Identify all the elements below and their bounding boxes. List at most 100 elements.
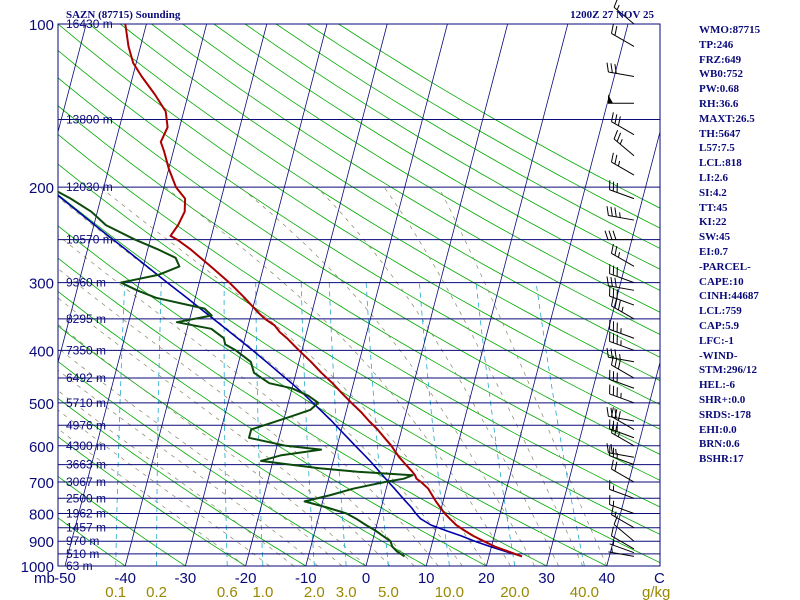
wind-barb bbox=[609, 319, 635, 339]
index-item: CAPE:10 bbox=[699, 275, 744, 288]
wind-barb-flag bbox=[610, 355, 614, 366]
wind-barb-flag bbox=[614, 245, 618, 256]
index-item: PW:0.68 bbox=[699, 83, 740, 96]
wind-barb-flag bbox=[606, 347, 609, 358]
dry-adiabat bbox=[58, 105, 660, 481]
wind-barb bbox=[613, 515, 635, 542]
wind-barb-staff bbox=[609, 428, 635, 439]
wind-barb-flag bbox=[610, 407, 613, 418]
wind-barb-half-flag bbox=[617, 252, 621, 258]
temperature-tick-label: -20 bbox=[235, 570, 257, 587]
moist-adiabat bbox=[438, 187, 608, 566]
wind-barb bbox=[610, 296, 635, 320]
wind-barbs bbox=[604, 0, 635, 557]
temperature-tick-label: 30 bbox=[538, 570, 555, 587]
wind-barb-staff bbox=[608, 71, 635, 78]
wind-barb-flag bbox=[614, 154, 618, 165]
valid-time: 1200Z 27 NOV 25 bbox=[570, 9, 654, 21]
wind-barb bbox=[613, 0, 635, 25]
pressure-label: 100 bbox=[29, 17, 54, 34]
wind-barb-flag bbox=[610, 443, 613, 454]
wind-barb-flag bbox=[610, 277, 613, 287]
pressure-label: 300 bbox=[29, 276, 54, 293]
wind-barb bbox=[609, 331, 635, 351]
wind-barb bbox=[606, 276, 635, 291]
wind-barb bbox=[610, 459, 635, 483]
moist-adiabat bbox=[58, 428, 246, 566]
wind-barb-flag bbox=[606, 406, 609, 417]
isotherm bbox=[365, 24, 508, 566]
moist-adiabat bbox=[58, 409, 270, 566]
wind-barb-flag bbox=[614, 461, 618, 472]
isotherm bbox=[606, 360, 660, 566]
wind-barb-staff bbox=[608, 415, 635, 422]
temperature-tick-label: 20 bbox=[478, 570, 495, 587]
mixing-ratio-tick-label: 2.0 bbox=[304, 584, 325, 600]
wind-barb-half-flag bbox=[615, 448, 617, 455]
height-label: 7350 m bbox=[66, 343, 106, 357]
isotherm bbox=[245, 24, 388, 566]
temperature-tick-label: 40 bbox=[598, 570, 615, 587]
wind-barb bbox=[609, 180, 635, 200]
index-item: CINH:44687 bbox=[699, 290, 759, 303]
wind-barb-flag bbox=[614, 298, 618, 308]
index-item: FRZ:649 bbox=[699, 53, 742, 66]
index-item: TP:246 bbox=[699, 38, 734, 51]
mixing-ratio-line bbox=[475, 282, 516, 566]
wind-barb-staff bbox=[611, 416, 635, 430]
temperature-tick-label: -40 bbox=[114, 570, 136, 587]
index-item: LCL:818 bbox=[699, 157, 742, 170]
wind-barb-staff bbox=[609, 189, 635, 200]
wind-barb-flag bbox=[613, 515, 619, 525]
index-item: LCL:759 bbox=[699, 305, 742, 318]
wind-barb-staff bbox=[611, 535, 635, 550]
wind-barb-staff bbox=[611, 161, 635, 176]
wind-barb-staff bbox=[609, 340, 635, 351]
isotherm bbox=[425, 24, 569, 566]
mixing-ratio-tick-label: 40.0 bbox=[570, 584, 599, 600]
isotherm bbox=[305, 24, 448, 566]
wind-barb-half-flag bbox=[617, 160, 621, 167]
wind-barb-flag bbox=[612, 230, 617, 240]
mixing-ratio-line bbox=[156, 282, 162, 566]
height-label: 970 m bbox=[66, 534, 99, 548]
pressure-label: 800 bbox=[29, 506, 54, 523]
index-item: SI:4.2 bbox=[699, 186, 727, 199]
index-item: WMO:87715 bbox=[699, 24, 761, 36]
wind-barb bbox=[610, 423, 635, 447]
pressure-label: 1000 bbox=[21, 559, 54, 576]
mixing-ratio-tick-label: 5.0 bbox=[378, 584, 399, 600]
index-item: EI:0.7 bbox=[699, 245, 729, 258]
index-item: BRN:0.6 bbox=[699, 438, 740, 451]
moist-adiabat bbox=[316, 186, 559, 566]
wind-barb-flag bbox=[608, 230, 613, 240]
wind-barb-staff bbox=[611, 33, 635, 47]
wind-barb-flag bbox=[610, 526, 614, 537]
wind-barb bbox=[609, 286, 635, 306]
moist-adiabat bbox=[58, 268, 415, 566]
wind-barb-flag bbox=[614, 357, 618, 368]
wind-barb-flag bbox=[617, 116, 621, 126]
wind-barb-staff bbox=[608, 285, 635, 291]
height-label: 63 m bbox=[66, 559, 93, 573]
wind-barb bbox=[610, 505, 635, 529]
wind-barb-half-flag bbox=[616, 4, 620, 11]
moist-adiabat bbox=[383, 187, 584, 566]
pressure-label: 700 bbox=[29, 475, 54, 492]
index-item: LI:2.6 bbox=[699, 171, 729, 184]
height-label: 16430 m bbox=[66, 17, 113, 31]
wind-barb-flag bbox=[606, 443, 609, 453]
index-item: LFC:-1 bbox=[699, 334, 734, 347]
wind-barb-staff bbox=[611, 432, 635, 447]
wind-barb bbox=[608, 547, 635, 557]
wind-barb-half-flag bbox=[614, 511, 617, 517]
index-item: MAXT:26.5 bbox=[699, 112, 755, 125]
wind-barb-half-flag bbox=[619, 139, 623, 145]
wind-barb bbox=[610, 112, 635, 136]
wind-barb bbox=[609, 384, 635, 404]
isotherm bbox=[58, 24, 87, 134]
wind-barb-half-flag bbox=[621, 306, 624, 312]
wind-barb bbox=[609, 479, 635, 499]
height-label: 8295 m bbox=[66, 312, 106, 326]
